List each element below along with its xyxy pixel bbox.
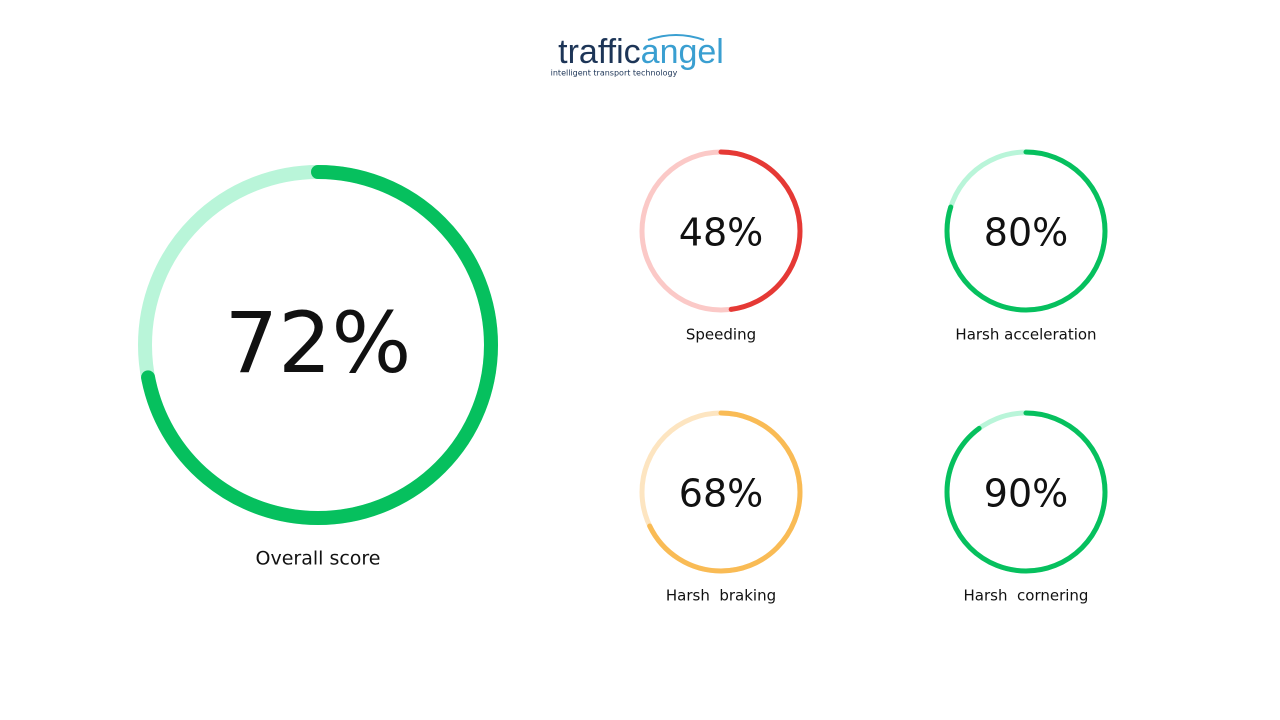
gauge-arc (138, 165, 498, 525)
gauge-label: Overall score (256, 548, 381, 570)
gauge-value: 68% (679, 472, 763, 516)
brand-second: angel (641, 33, 724, 71)
brand: trafficangel (558, 33, 724, 71)
gauge-value: 72% (225, 294, 412, 392)
gauge-label: Harsh cornering (964, 587, 1089, 605)
gauge-value: 48% (679, 211, 763, 255)
tagline: intelligent transport technology (551, 69, 678, 78)
halo (647, 34, 705, 41)
gauge-value: 90% (984, 472, 1068, 516)
gauge-label: Speeding (686, 326, 756, 344)
gauge-label: Harsh acceleration (955, 326, 1096, 344)
logo: trafficangel intelligent transport techn… (551, 33, 724, 78)
gauge-arc (639, 149, 803, 313)
brand-first: traffic (558, 33, 641, 71)
gauge-arc (639, 410, 803, 574)
gauge-arc (944, 410, 1108, 574)
gauge-value: 80% (984, 211, 1068, 255)
gauge-arc (944, 149, 1108, 313)
gauge-label: Harsh braking (666, 587, 776, 605)
